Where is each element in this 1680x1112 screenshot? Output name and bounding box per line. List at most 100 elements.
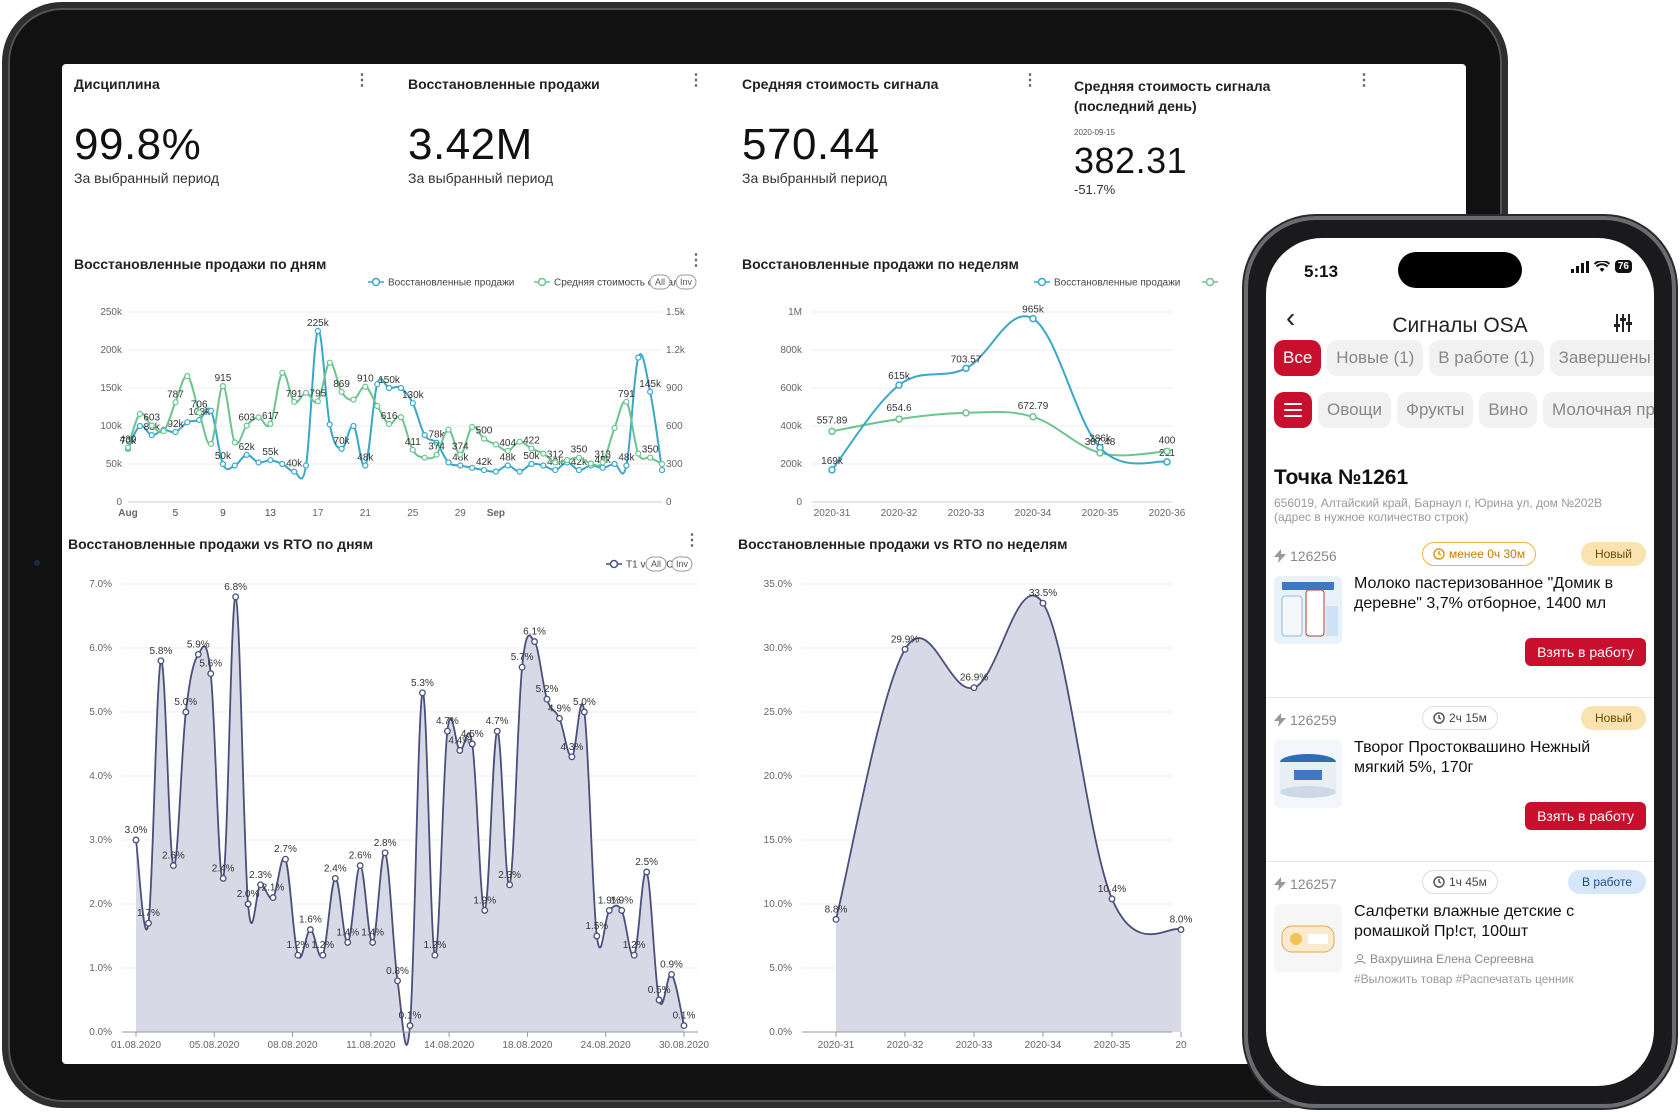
chip-wine[interactable]: Вино: [1479, 392, 1538, 428]
chip-fruits[interactable]: Фрукты: [1397, 392, 1474, 428]
signal-card[interactable]: 126257 1ч 45м В работе Салфетки влажные …: [1266, 862, 1654, 1026]
data-label: 5.9%: [187, 639, 210, 650]
data-label: 1.7%: [137, 908, 160, 919]
x-tick: 11.08.2020: [346, 1040, 396, 1051]
y-tick: 25.0%: [764, 707, 792, 718]
data-point: [506, 881, 514, 889]
chip-completed[interactable]: Завершены (1: [1549, 340, 1654, 376]
data-label: 5.6%: [199, 659, 222, 670]
x-tick: 2020-34: [1025, 1040, 1062, 1051]
data-point: [556, 714, 563, 722]
signal-timer-text: 1ч 45м: [1449, 875, 1487, 889]
data-point: [587, 460, 594, 467]
data-label: 1.2%: [287, 940, 310, 951]
data-point: [132, 836, 140, 844]
kebab-menu-icon[interactable]: ⋮: [688, 72, 704, 89]
y-tick-left: 150k: [100, 383, 123, 394]
data-point: [314, 398, 321, 405]
data-point: [481, 906, 489, 914]
kebab-menu-icon[interactable]: ⋮: [688, 252, 704, 269]
x-tick: 2020-31: [818, 1040, 855, 1051]
data-label: 5.3%: [411, 678, 434, 689]
data-label: 0.1%: [673, 1011, 696, 1022]
legend-all-label: All: [651, 559, 661, 569]
data-label: 26.9%: [960, 673, 988, 684]
kebab-menu-icon[interactable]: ⋮: [1022, 72, 1038, 89]
data-point: [575, 466, 583, 474]
data-label: 1.9%: [598, 895, 621, 906]
data-point: [528, 460, 535, 468]
category-filter-chips: Овощи Фрукты Вино Молочная пр: [1274, 392, 1654, 428]
legend-series-1-label: Восстановленные продажи: [1054, 278, 1180, 289]
weekly-sales-chart: 0 200k 400k 600k 800k 1M 2020-31 2020-32 2020-33…: [780, 278, 1218, 519]
data-point: [184, 372, 191, 380]
signal-card[interactable]: 126259 2ч 15м Новый Творог Простоквашино…: [1266, 698, 1654, 862]
data-label: 616: [381, 411, 398, 422]
kebab-menu-icon[interactable]: ⋮: [1356, 72, 1372, 89]
data-label: 286k: [1089, 434, 1112, 445]
data-point: [350, 422, 357, 430]
data-point: [962, 409, 970, 417]
clock-icon: [1433, 548, 1445, 560]
data-label: 350: [571, 445, 588, 456]
kebab-menu-icon[interactable]: ⋮: [684, 532, 700, 549]
x-tick: 30.08.2020: [659, 1040, 709, 1051]
take-to-work-button[interactable]: Взять в работу: [1525, 638, 1646, 666]
y-tick: 20.0%: [764, 771, 792, 782]
data-point: [575, 454, 583, 461]
y-tick-right: 300: [666, 459, 683, 470]
kpi-title: Средняя стоимость сигнала: [742, 76, 939, 92]
chip-in-progress[interactable]: В работе (1): [1429, 340, 1544, 376]
data-point: [136, 422, 143, 430]
data-point: [580, 708, 588, 716]
x-tick: 2020-35: [1094, 1040, 1131, 1051]
x-tick: 29: [455, 508, 467, 519]
data-point: [319, 951, 327, 959]
data-point: [269, 894, 277, 902]
data-label: 404: [499, 438, 516, 449]
y-tick: 10.0%: [764, 899, 792, 910]
data-point: [658, 460, 666, 468]
data-point: [282, 855, 289, 863]
menu-icon[interactable]: [1274, 392, 1312, 428]
take-to-work-button[interactable]: Взять в работу: [1525, 802, 1646, 830]
lightning-icon: [1274, 713, 1286, 727]
data-point: [605, 906, 613, 914]
data-point: [421, 432, 428, 439]
data-point: [397, 384, 405, 392]
chip-vegetables[interactable]: Овощи: [1318, 392, 1392, 428]
area-fill: [136, 596, 684, 1045]
data-label: 0.5%: [648, 985, 671, 996]
phone-screen: 5:13 76 ‹ Сигналы OSA Все Новые (1) В ра…: [1266, 238, 1654, 1086]
data-point: [207, 670, 215, 678]
tablet-camera: [34, 560, 40, 566]
chip-new[interactable]: Новые (1): [1327, 340, 1424, 376]
data-label: 48k: [452, 453, 469, 464]
data-point: [1163, 447, 1171, 456]
y-tick: 200k: [780, 459, 803, 470]
y-tick: 15.0%: [764, 835, 792, 846]
filter-settings-icon[interactable]: [1612, 312, 1634, 339]
back-icon[interactable]: ‹: [1286, 302, 1296, 333]
data-label: 2.3%: [498, 870, 521, 881]
data-label: 1.2%: [623, 940, 646, 951]
data-point: [306, 926, 314, 934]
kebab-menu-icon[interactable]: ⋮: [354, 72, 370, 89]
signal-timer-text: 2ч 15м: [1449, 711, 1487, 725]
signal-card[interactable]: 126256 менее 0ч 30м Новый Молоко пастери…: [1266, 534, 1654, 698]
data-label: 2.8%: [374, 838, 397, 849]
data-label: 965k: [1022, 305, 1045, 316]
clock-icon: [1433, 876, 1445, 888]
data-point: [124, 444, 132, 451]
data-point: [528, 445, 535, 452]
data-label: 313: [594, 449, 611, 460]
rto-daily-chart: 0.0% 1.0% 2.0% 3.0% 4.0% 5.0% 6.0% 7.0% 3.0% 1.7%…: [89, 556, 709, 1051]
data-label: 3.0%: [125, 825, 148, 836]
data-label: 225k: [307, 318, 330, 329]
product-name: Молоко пастеризованное "Домик в деревне"…: [1354, 575, 1614, 612]
data-point: [443, 727, 451, 735]
data-label: 1.6%: [299, 915, 322, 926]
data-point: [267, 457, 274, 464]
chip-all[interactable]: Все: [1274, 340, 1322, 376]
chip-dairy[interactable]: Молочная пр: [1543, 392, 1654, 428]
